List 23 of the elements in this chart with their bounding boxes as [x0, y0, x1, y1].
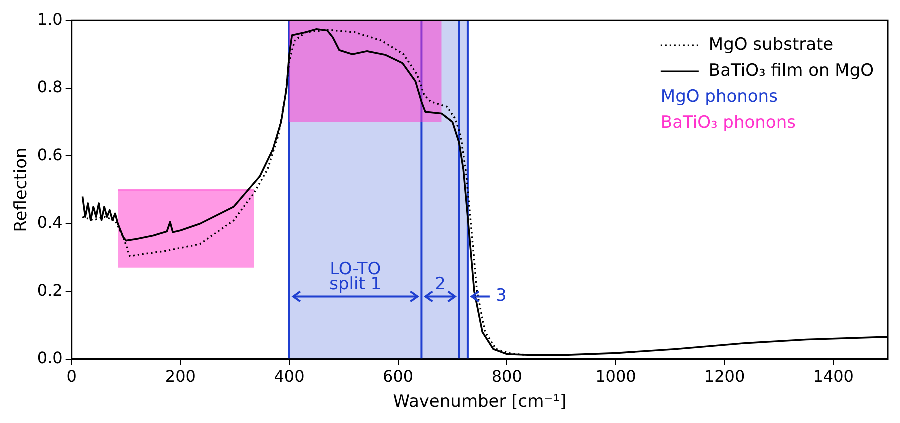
y-tick-label: 0.4 [37, 213, 63, 232]
annotation: split 1 [330, 274, 382, 295]
y-tick-label: 0.8 [37, 78, 63, 97]
x-tick-label: 1000 [596, 367, 636, 386]
x-tick-label: 200 [165, 367, 196, 386]
y-tick-label: 0.2 [37, 280, 63, 300]
y-tick-label: 0.6 [37, 145, 63, 164]
y-axis-title: Reflection [12, 148, 32, 232]
legend-label: MgO substrate [708, 35, 834, 56]
x-tick-label: 400 [274, 367, 305, 386]
text: BaTiO₃ phonons [660, 113, 796, 134]
annotation: 3 [496, 286, 507, 306]
y-tick-label: 0.0 [37, 348, 63, 368]
x-tick-label: 0 [66, 367, 77, 386]
legend-label: BaTiO₃ film on MgO [708, 61, 874, 82]
x-tick-label: 800 [492, 367, 522, 386]
x-tick-label: 1400 [813, 367, 854, 386]
x-tick-label: 1200 [704, 367, 746, 386]
x-axis-title: Wavenumber [cm⁻¹] [393, 392, 567, 412]
y-tick-label: 1.0 [37, 10, 63, 29]
band-label: MgO phonons [660, 87, 778, 108]
x-tick-label: 600 [383, 367, 414, 386]
annotation: 2 [435, 274, 446, 295]
